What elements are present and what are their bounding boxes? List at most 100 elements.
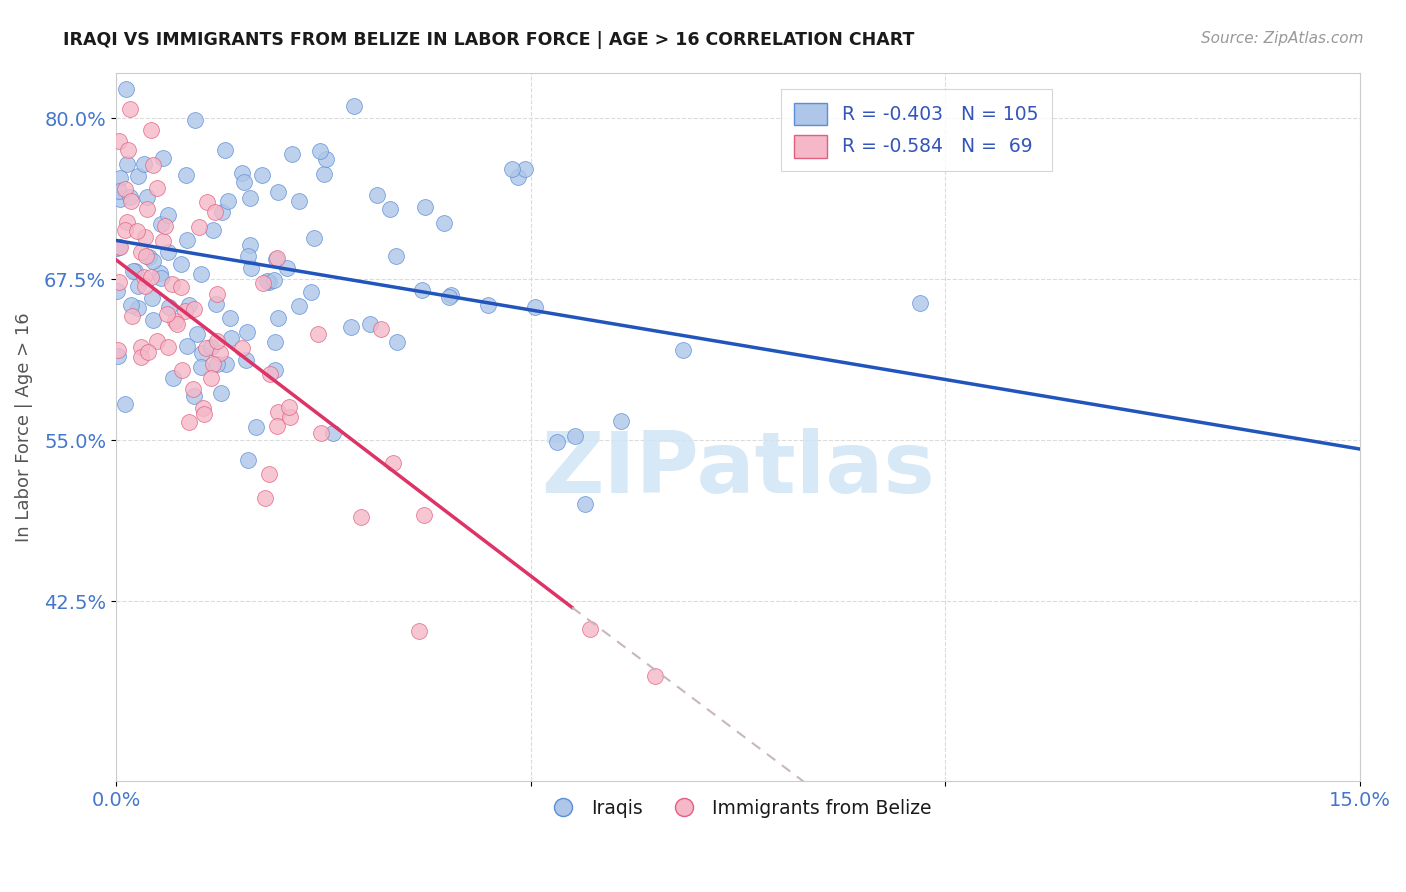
Point (179, 298, 201, 312)
Point (433, 216, 456, 230)
Text: Source: ZipAtlas.com: Source: ZipAtlas.com (1201, 31, 1364, 46)
Point (108, 135, 131, 149)
Point (120, 298, 142, 312)
Point (217, 194, 239, 208)
Point (235, 353, 257, 368)
Point (149, 217, 172, 231)
Point (387, 335, 409, 350)
Point (205, 297, 228, 311)
Point (124, 264, 146, 278)
Point (256, 274, 278, 288)
Point (264, 334, 287, 349)
Point (186, 326, 208, 341)
Point (135, 249, 157, 263)
Point (191, 401, 214, 415)
Point (127, 169, 149, 183)
Point (524, 301, 547, 315)
Point (118, 102, 141, 116)
Point (176, 233, 198, 247)
Point (263, 363, 285, 377)
Point (173, 304, 195, 318)
Point (908, 295, 931, 310)
Point (209, 385, 232, 400)
Point (195, 195, 218, 210)
Point (477, 298, 499, 312)
Point (546, 435, 568, 450)
Point (160, 277, 183, 292)
Point (136, 345, 159, 359)
Point (132, 157, 155, 171)
Point (108, 240, 131, 254)
Point (108, 184, 131, 198)
Point (236, 249, 259, 263)
Point (191, 345, 214, 359)
Point (278, 400, 301, 414)
Point (411, 283, 433, 297)
Point (278, 409, 301, 424)
Point (156, 209, 179, 223)
Point (309, 425, 332, 440)
Point (382, 456, 405, 470)
Point (287, 299, 309, 313)
Point (574, 497, 596, 511)
Point (135, 202, 157, 217)
Point (149, 266, 172, 280)
Point (205, 287, 228, 301)
Point (129, 340, 152, 354)
Point (142, 313, 165, 327)
Point (177, 415, 200, 429)
Text: IRAQI VS IMMIGRANTS FROM BELIZE IN LABOR FORCE | AGE > 16 CORRELATION CHART: IRAQI VS IMMIGRANTS FROM BELIZE IN LABOR… (63, 31, 915, 49)
Point (146, 334, 169, 348)
Point (340, 319, 363, 334)
Point (200, 371, 222, 385)
Point (440, 288, 463, 302)
Point (141, 291, 163, 305)
Point (250, 168, 273, 182)
Point (107, 350, 129, 364)
Point (200, 340, 222, 354)
Point (134, 269, 156, 284)
Point (366, 187, 388, 202)
Point (231, 342, 253, 356)
Point (235, 325, 257, 339)
Point (204, 204, 226, 219)
Point (138, 250, 160, 264)
Point (152, 151, 174, 165)
Point (380, 202, 402, 216)
Point (610, 414, 633, 428)
Point (644, 669, 666, 683)
Point (508, 170, 530, 185)
Point (322, 426, 344, 441)
Point (190, 360, 212, 375)
Point (141, 270, 163, 285)
Point (211, 205, 233, 219)
Point (215, 357, 238, 371)
Point (125, 224, 148, 238)
Point (245, 420, 267, 434)
Point (214, 143, 236, 157)
Point (115, 157, 138, 171)
Point (266, 185, 288, 199)
Point (281, 147, 304, 161)
Point (141, 253, 163, 268)
Point (181, 382, 204, 396)
Point (174, 168, 197, 182)
Point (195, 342, 218, 356)
Point (114, 397, 136, 411)
Point (156, 339, 179, 353)
Point (115, 81, 138, 95)
Point (299, 285, 322, 300)
Point (183, 302, 205, 317)
Point (145, 181, 167, 195)
Point (139, 122, 162, 136)
Point (183, 389, 205, 403)
Point (114, 182, 136, 196)
Point (579, 622, 602, 636)
Point (162, 371, 184, 385)
Point (413, 200, 436, 214)
Point (501, 162, 523, 177)
Point (239, 238, 262, 252)
Point (315, 152, 337, 166)
Legend: Iraqis, Immigrants from Belize: Iraqis, Immigrants from Belize (537, 791, 939, 825)
Point (515, 161, 537, 176)
